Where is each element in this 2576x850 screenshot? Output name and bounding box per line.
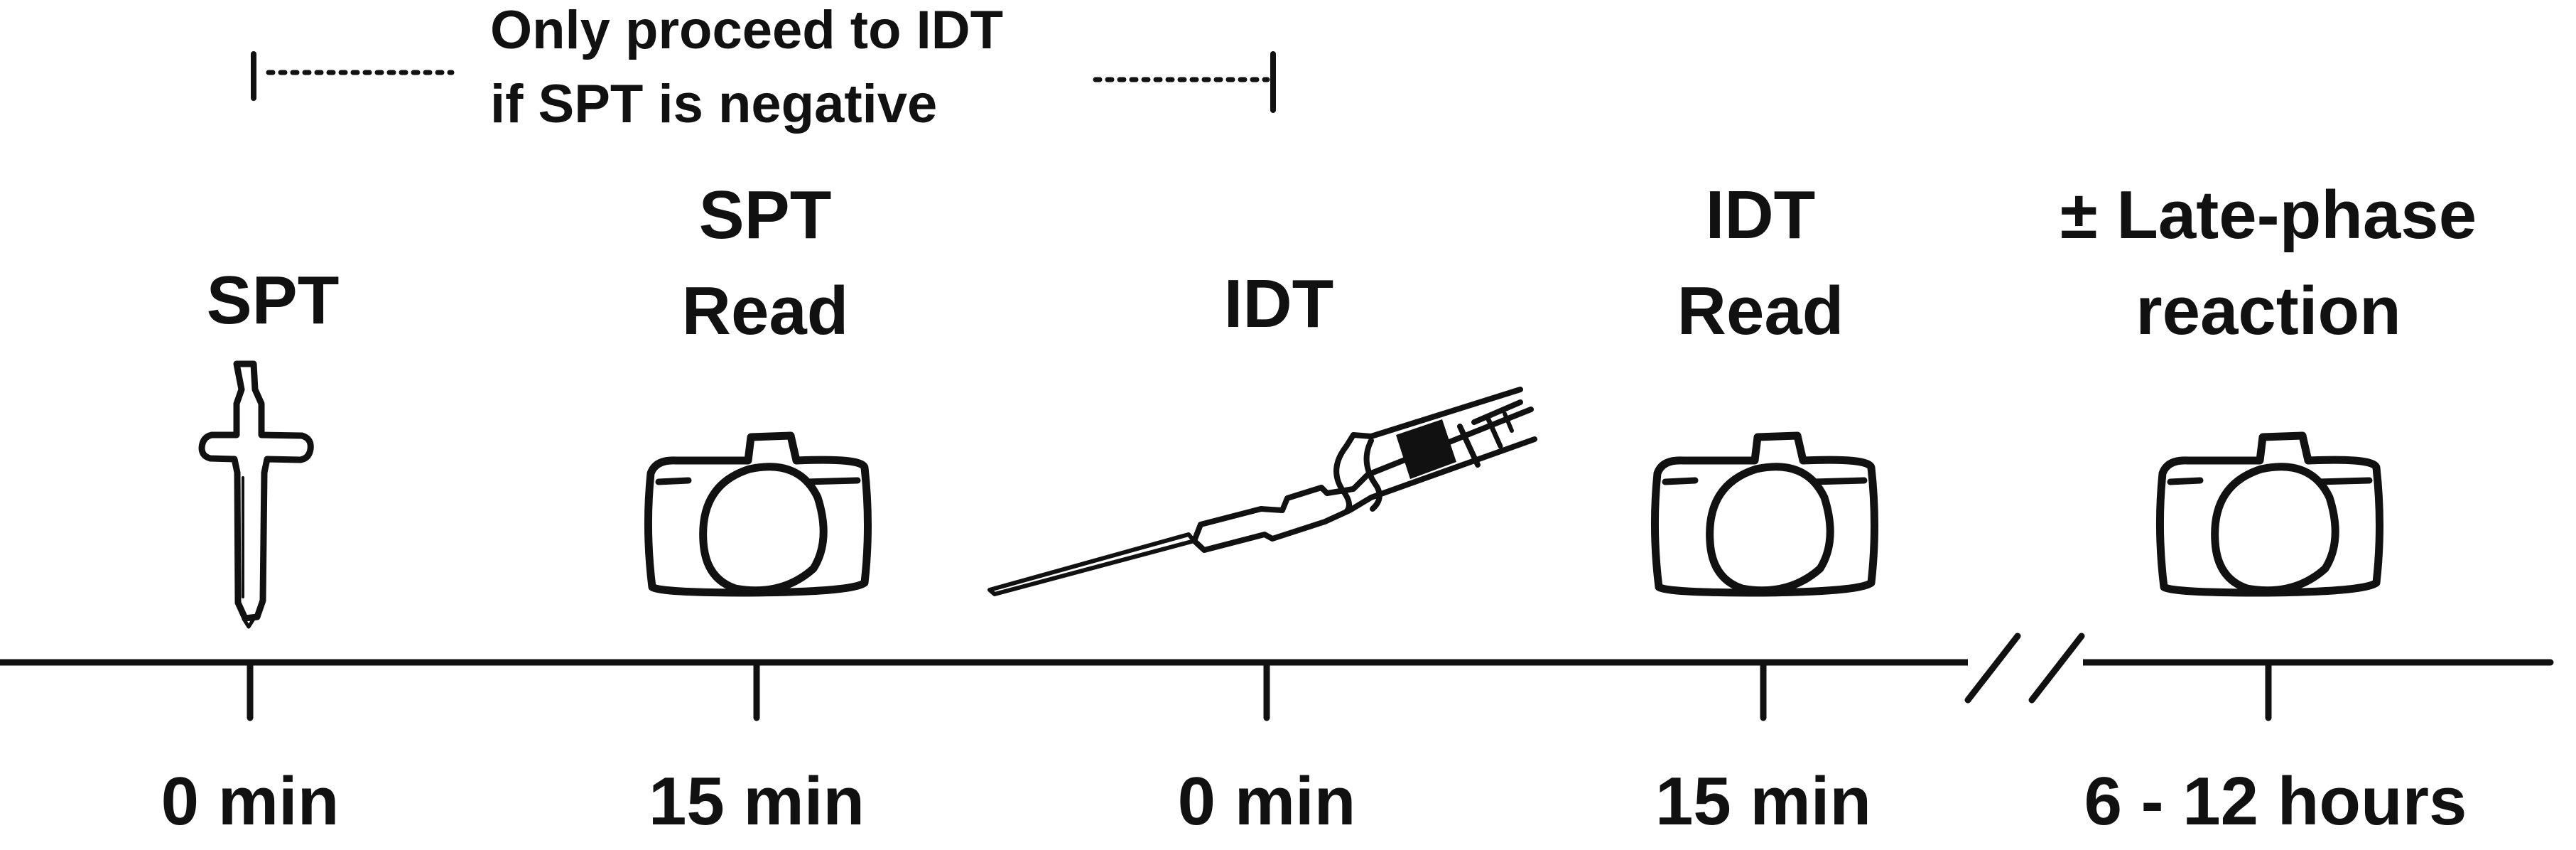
time-label-spt-read: 15 min (649, 763, 865, 839)
camera-icon (1650, 431, 1878, 597)
step-label-spt: SPT (207, 262, 340, 338)
camera-icon (644, 431, 872, 597)
note-line-2: if SPT is negative (490, 74, 937, 134)
step-label-late-phase-1: ± Late-phase (2060, 177, 2477, 253)
note-bracket: Only proceed to IDT if SPT is negative (251, 0, 1276, 134)
axis-break-mark-1 (1964, 633, 2021, 704)
camera-icon (2155, 431, 2383, 597)
lancet-icon (198, 360, 314, 629)
step-labels: SPT SPT Read IDT IDT Read ± Late-phase r… (207, 177, 2477, 349)
axis-break-mark-2 (2028, 633, 2085, 704)
note-line-1: Only proceed to IDT (490, 0, 1003, 60)
syringe-icon (987, 387, 1537, 596)
time-label-idt: 0 min (1178, 763, 1356, 839)
step-label-idt-read-1: IDT (1706, 177, 1816, 253)
time-label-idt-read: 15 min (1655, 763, 1871, 839)
step-label-idt: IDT (1224, 266, 1334, 342)
step-label-spt-read-2: Read (682, 273, 849, 349)
step-label-spt-read-1: SPT (699, 177, 832, 253)
time-label-late-phase: 6 - 12 hours (2084, 763, 2467, 839)
time-labels: 0 min 15 min 0 min 15 min 6 - 12 hours (161, 763, 2467, 839)
step-label-late-phase-2: reaction (2136, 273, 2401, 349)
time-label-spt: 0 min (161, 763, 340, 839)
timeline-axis (0, 633, 2554, 721)
step-label-idt-read-2: Read (1677, 273, 1844, 349)
